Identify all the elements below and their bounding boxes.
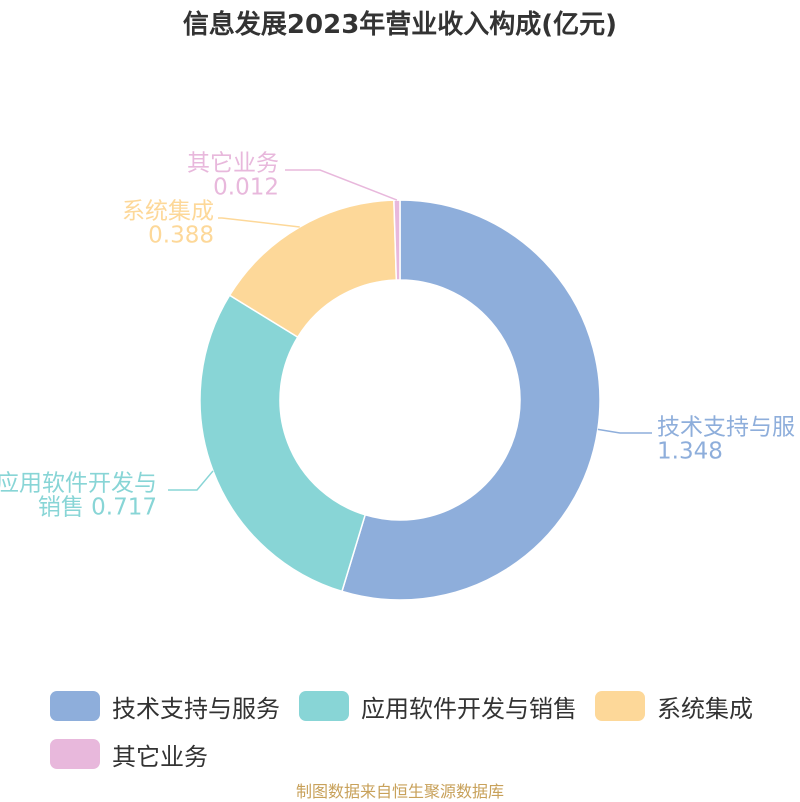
legend-swatch [299,691,349,721]
label-tech-support-value: 1.348 [657,439,723,465]
label-software-value: 销售 0.717 [38,495,157,521]
label-system-integration-value: 0.388 [148,223,214,249]
legend-item-system-integration[interactable]: 系统集成 [595,688,753,724]
legend-swatch [595,691,645,721]
legend-item-other[interactable]: 其它业务 [50,736,208,772]
legend-item-tech-support[interactable]: 技术支持与服务 [50,688,280,724]
legend-item-software[interactable]: 应用软件开发与销售 [299,688,577,724]
leader-line [597,428,652,434]
legend-label: 其它业务 [112,742,208,771]
leader-line [218,217,300,228]
legend-label: 技术支持与服务 [112,694,280,723]
legend-swatch [50,739,100,769]
source-note: 制图数据来自恒生聚源数据库 [295,782,504,801]
label-system-integration-name: 系统集成 [122,199,214,225]
chart-title: 信息发展2023年营业收入构成(亿元) [182,10,618,40]
label-tech-support-name: 技术支持与服 [657,415,795,441]
label-software-name: 应用软件开发与 [0,471,157,497]
slice-tech-support[interactable] [341,199,601,601]
leader-line [168,470,214,491]
legend-label: 应用软件开发与销售 [361,694,577,723]
legend-swatch [50,691,100,721]
label-other-value: 0.012 [213,175,279,201]
slice-software[interactable] [199,294,367,593]
label-other-name: 其它业务 [187,151,279,177]
legend-label: 系统集成 [657,694,753,723]
leader-line [285,169,398,201]
